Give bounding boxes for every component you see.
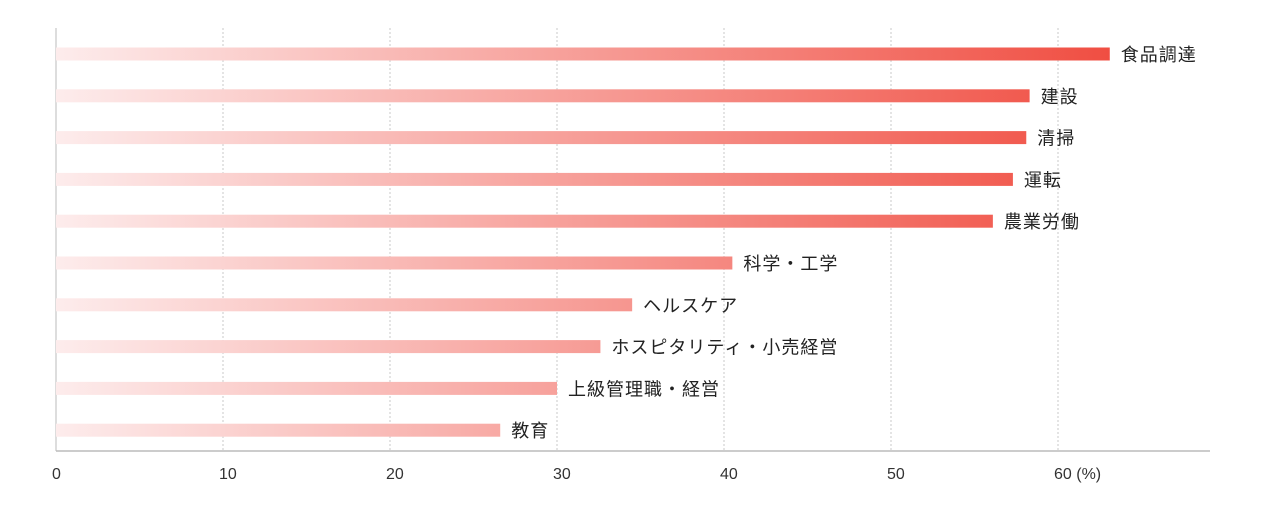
category-label: 運転 — [1024, 170, 1062, 191]
category-label: ホスピタリティ・小売経営 — [611, 338, 838, 359]
bar — [56, 131, 1027, 145]
x-tick-label: 40 — [720, 466, 738, 483]
bar — [56, 172, 1013, 186]
bar — [56, 340, 601, 354]
bar — [56, 214, 993, 228]
x-tick-label: 50 — [887, 466, 905, 483]
category-label: 教育 — [511, 421, 549, 442]
bar — [56, 423, 501, 437]
category-label: 清掃 — [1037, 129, 1075, 150]
bar — [56, 381, 557, 395]
x-tick-label: 0 — [52, 466, 61, 483]
bar — [56, 89, 1030, 103]
x-tick-label: 60 (%) — [1054, 466, 1101, 483]
category-label: 食品調達 — [1121, 45, 1197, 66]
bar — [56, 256, 733, 270]
bar — [56, 47, 1110, 61]
bar — [56, 298, 633, 312]
category-label: ヘルスケア — [643, 296, 738, 317]
category-label: 建設 — [1041, 87, 1079, 108]
category-label: 上級管理職・経営 — [568, 379, 720, 400]
x-tick-label: 10 — [219, 466, 237, 483]
category-label: 農業労働 — [1004, 212, 1080, 233]
x-tick-label: 30 — [553, 466, 571, 483]
x-tick-label: 20 — [386, 466, 404, 483]
category-label: 科学・工学 — [743, 254, 838, 275]
